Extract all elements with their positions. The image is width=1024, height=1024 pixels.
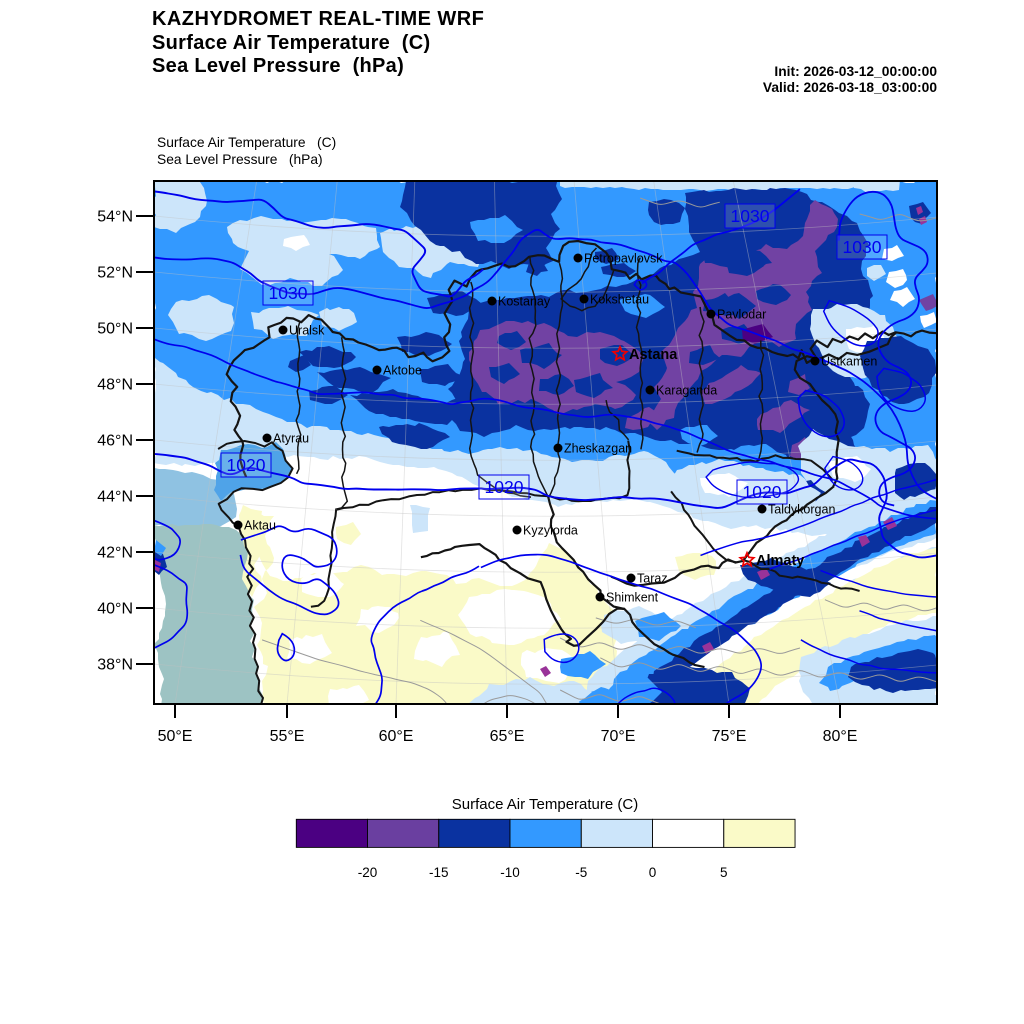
svg-text:-10: -10 — [500, 865, 520, 880]
svg-text:60°E: 60°E — [379, 728, 414, 745]
svg-text:-5: -5 — [575, 865, 587, 880]
svg-text:Ustkamen: Ustkamen — [821, 355, 877, 369]
svg-text:1020: 1020 — [743, 482, 782, 502]
svg-text:Almaty: Almaty — [756, 553, 804, 569]
svg-text:70°E: 70°E — [601, 728, 636, 745]
svg-text:80°E: 80°E — [823, 728, 858, 745]
svg-text:Surface Air Temperature (C): Surface Air Temperature (C) — [157, 135, 336, 150]
svg-text:Astana: Astana — [629, 347, 678, 363]
svg-text:0: 0 — [649, 865, 657, 880]
svg-text:Init: 2026-03-12_00:00:00: Init: 2026-03-12_00:00:00 — [774, 64, 937, 79]
svg-text:44°N: 44°N — [97, 489, 133, 506]
svg-text:Atyrau: Atyrau — [273, 432, 309, 446]
svg-text:Karaganda: Karaganda — [656, 384, 717, 398]
svg-text:40°N: 40°N — [97, 601, 133, 618]
svg-text:52°N: 52°N — [97, 265, 133, 282]
svg-text:Sea Level Pressure (hPa): Sea Level Pressure (hPa) — [152, 55, 404, 77]
svg-text:Surface Air Temperature (C): Surface Air Temperature (C) — [152, 32, 430, 54]
svg-text:Aktobe: Aktobe — [383, 364, 422, 378]
svg-text:Sea Level Pressure (hPa): Sea Level Pressure (hPa) — [157, 152, 323, 167]
svg-text:Shimkent: Shimkent — [606, 591, 659, 605]
svg-text:1030: 1030 — [843, 237, 882, 257]
svg-text:-15: -15 — [429, 865, 449, 880]
svg-text:Uralsk: Uralsk — [289, 324, 325, 338]
svg-text:Petropavlovsk: Petropavlovsk — [584, 252, 663, 266]
svg-text:Taraz: Taraz — [637, 572, 668, 586]
svg-text:1030: 1030 — [269, 283, 308, 303]
svg-text:50°N: 50°N — [97, 321, 133, 338]
svg-text:1030: 1030 — [731, 206, 770, 226]
svg-text:-20: -20 — [358, 865, 378, 880]
svg-text:Surface Air Temperature (C): Surface Air Temperature (C) — [452, 796, 638, 813]
svg-text:5: 5 — [720, 865, 728, 880]
svg-text:Aktau: Aktau — [244, 519, 276, 533]
svg-text:75°E: 75°E — [712, 728, 747, 745]
svg-text:Kyzylorda: Kyzylorda — [523, 524, 578, 538]
svg-text:54°N: 54°N — [97, 209, 133, 226]
svg-text:Pavlodar: Pavlodar — [717, 308, 766, 322]
svg-text:46°N: 46°N — [97, 433, 133, 450]
svg-text:50°E: 50°E — [158, 728, 193, 745]
svg-text:65°E: 65°E — [490, 728, 525, 745]
svg-text:1020: 1020 — [485, 477, 524, 497]
svg-text:Valid: 2026-03-18_03:00:00: Valid: 2026-03-18_03:00:00 — [763, 80, 937, 95]
svg-text:38°N: 38°N — [97, 657, 133, 674]
svg-text:Kostanay: Kostanay — [498, 295, 551, 309]
svg-text:48°N: 48°N — [97, 377, 133, 394]
svg-text:42°N: 42°N — [97, 545, 133, 562]
svg-text:55°E: 55°E — [270, 728, 305, 745]
svg-text:KAZHYDROMET REAL-TIME WRF: KAZHYDROMET REAL-TIME WRF — [152, 8, 484, 30]
svg-text:Zheskazgan: Zheskazgan — [564, 442, 632, 456]
svg-text:Kokshetau: Kokshetau — [590, 293, 649, 307]
svg-text:Taldykorgan: Taldykorgan — [768, 503, 835, 517]
svg-text:1020: 1020 — [227, 455, 266, 475]
